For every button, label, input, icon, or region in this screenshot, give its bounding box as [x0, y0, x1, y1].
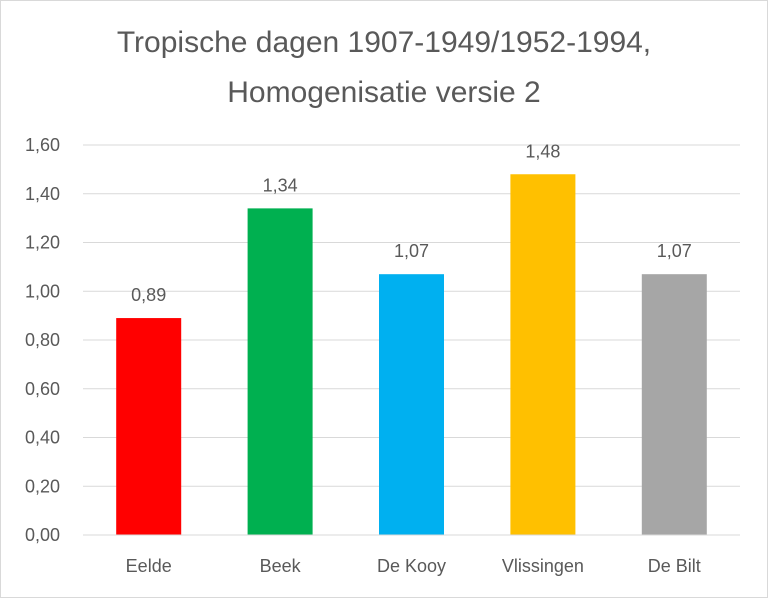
bar-beek — [247, 208, 313, 535]
bar-de-kooy — [379, 274, 444, 535]
x-tick-label: Eelde — [126, 556, 172, 576]
bar-de-bilt — [641, 274, 707, 535]
data-label: 1,48 — [525, 141, 560, 161]
y-tick-label: 1,00 — [25, 281, 60, 301]
chart-subtitle: Homogenisatie versie 2 — [227, 76, 541, 109]
y-tick-label: 0,60 — [25, 379, 60, 399]
data-label: 1,34 — [263, 175, 298, 195]
y-tick-label: 1,60 — [25, 135, 60, 155]
bar-eelde — [116, 318, 182, 535]
y-tick-label: 1,40 — [25, 184, 60, 204]
y-tick-label: 1,20 — [25, 233, 60, 253]
y-tick-label: 0,00 — [25, 525, 60, 545]
x-tick-label: Beek — [260, 556, 302, 576]
y-tick-label: 0,40 — [25, 428, 60, 448]
x-tick-label: De Bilt — [648, 556, 701, 576]
data-label: 1,07 — [657, 241, 692, 261]
x-tick-label: De Kooy — [377, 556, 446, 576]
data-label: 1,07 — [394, 241, 429, 261]
y-tick-label: 0,20 — [25, 476, 60, 496]
y-tick-label: 0,80 — [25, 330, 60, 350]
x-tick-label: Vlissingen — [502, 556, 584, 576]
bar-vlissingen — [510, 174, 576, 535]
chart-title: Tropische dagen 1907-1949/1952-1994, — [116, 26, 652, 59]
data-label: 0,89 — [131, 285, 166, 305]
